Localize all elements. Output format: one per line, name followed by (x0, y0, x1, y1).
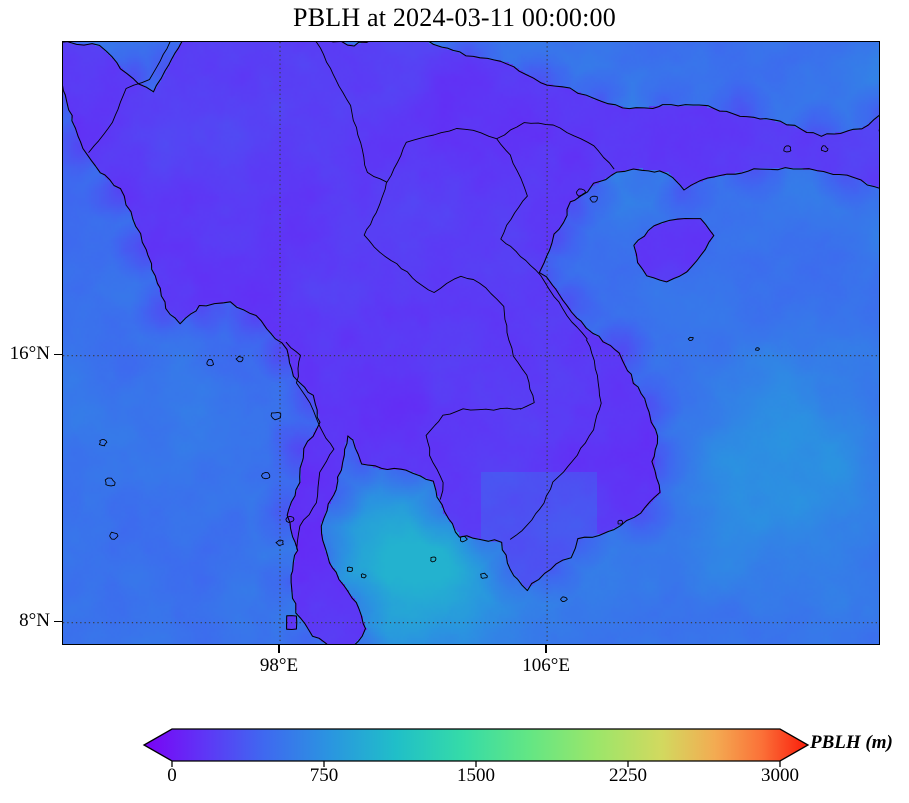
colorbar-gradient (142, 728, 810, 767)
colorbar-tick-label-4: 3000 (761, 765, 799, 786)
colorbar-ticks (171, 761, 781, 767)
y-tick-mark (54, 620, 62, 623)
map-axes[interactable] (62, 41, 880, 645)
colorbar-tick-label-3: 2250 (609, 765, 647, 786)
colorbar[interactable]: PBLH (m) 0 750 1500 2250 3000 (0, 722, 909, 803)
y-tick-label-0: 16°N (9, 342, 50, 364)
y-tick-mark (54, 353, 62, 356)
colorbar-tick-label-1: 750 (309, 765, 339, 786)
colorbar-label: PBLH (m) (810, 732, 893, 753)
x-tick-label-0: 98°E (259, 655, 299, 676)
y-tick-label-1: 8°N (19, 609, 50, 631)
gridlines (63, 42, 879, 644)
colorbar-tick-label-2: 1500 (457, 765, 495, 786)
map-overlay (63, 42, 879, 644)
colorbar-body (142, 728, 810, 762)
x-tick-mark (278, 645, 280, 653)
x-tick-mark (545, 645, 547, 653)
coastlines-and-borders (63, 42, 879, 644)
page-title: PBLH at 2024-03-11 00:00:00 (293, 3, 616, 32)
colorbar-tick-label-0: 0 (167, 765, 177, 786)
x-tick-label-1: 106°E (522, 655, 570, 676)
pblh-heatmap-raster (63, 42, 879, 644)
